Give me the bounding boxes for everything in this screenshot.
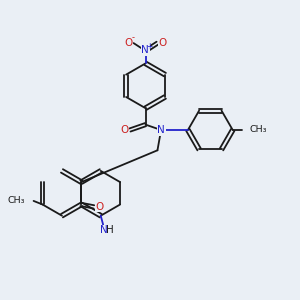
Text: O: O <box>120 125 128 135</box>
Text: CH₃: CH₃ <box>8 196 25 206</box>
Text: N: N <box>100 225 108 235</box>
Text: O: O <box>96 202 104 212</box>
Text: N: N <box>141 45 149 55</box>
Text: H: H <box>106 225 114 235</box>
Text: CH₃: CH₃ <box>249 125 267 134</box>
Text: +: + <box>146 42 153 51</box>
Text: O: O <box>158 38 166 47</box>
Text: -: - <box>132 33 135 42</box>
Text: N: N <box>158 125 165 135</box>
Text: O: O <box>125 38 133 47</box>
